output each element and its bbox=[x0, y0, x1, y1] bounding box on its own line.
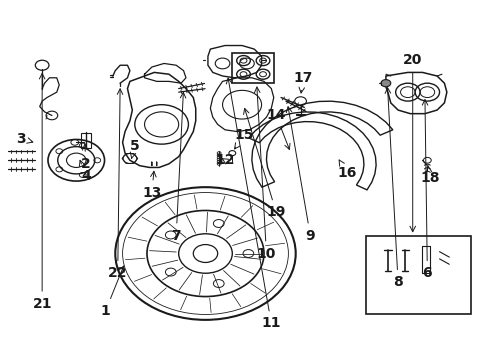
Text: 9: 9 bbox=[285, 107, 314, 243]
Bar bbox=[81, 134, 91, 148]
Text: 6: 6 bbox=[422, 100, 431, 280]
Text: 4: 4 bbox=[79, 160, 91, 183]
Circle shape bbox=[380, 80, 390, 87]
Text: 5: 5 bbox=[130, 139, 140, 158]
Text: 8: 8 bbox=[385, 88, 402, 289]
Text: 15: 15 bbox=[234, 128, 254, 149]
Text: 10: 10 bbox=[254, 87, 276, 261]
Bar bbox=[366, 235, 470, 315]
Text: 19: 19 bbox=[243, 108, 285, 219]
Text: 2: 2 bbox=[81, 144, 91, 171]
Text: 18: 18 bbox=[419, 166, 439, 185]
Text: 12: 12 bbox=[215, 153, 234, 167]
Text: 21: 21 bbox=[32, 73, 52, 311]
Text: 16: 16 bbox=[337, 160, 356, 180]
Text: 22: 22 bbox=[108, 89, 127, 280]
Text: 17: 17 bbox=[293, 71, 312, 93]
Bar bbox=[232, 53, 273, 83]
Text: 7: 7 bbox=[171, 93, 185, 243]
Text: 1: 1 bbox=[101, 266, 124, 318]
Text: 14: 14 bbox=[266, 108, 289, 149]
Text: 20: 20 bbox=[402, 53, 422, 232]
Text: 11: 11 bbox=[226, 78, 281, 330]
Text: 3: 3 bbox=[16, 132, 33, 146]
Text: 13: 13 bbox=[142, 171, 161, 199]
